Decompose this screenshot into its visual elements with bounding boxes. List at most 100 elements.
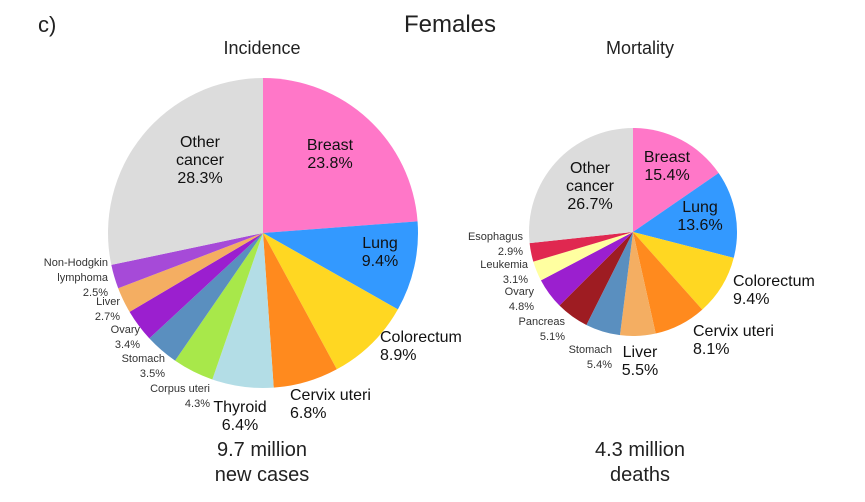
slice-value-label: 5.4% — [587, 359, 612, 371]
pie-slice-breast — [633, 128, 719, 232]
pie-slice-corpus-uteri — [175, 233, 263, 380]
slice-label: Stomach 5.4% — [569, 344, 613, 371]
slice-name-label: Breast — [307, 137, 354, 154]
slice-value-label: 9.4% — [362, 253, 398, 270]
slice-name-label: Pancreas — [519, 316, 566, 328]
slice-value-label: 6.4% — [222, 417, 258, 434]
slice-name-label: cancer — [176, 152, 225, 169]
slice-label: Breast 23.8% — [307, 137, 354, 172]
pie-slice-colorectum — [263, 233, 398, 370]
slice-value-label: 5.1% — [540, 331, 565, 343]
slice-value-label: 6.8% — [290, 405, 326, 422]
incidence-total: 9.7 million — [217, 439, 307, 461]
slice-name-label: Colorectum — [380, 329, 462, 346]
slice-name-label: Lung — [362, 235, 398, 252]
slice-value-label: 9.4% — [733, 291, 769, 308]
slice-label: Cervix uteri 6.8% — [290, 387, 371, 422]
pie-slice-ovary — [540, 232, 633, 306]
panel-label: c) — [38, 12, 56, 37]
slice-value-label: 4.8% — [509, 301, 534, 313]
slice-value-label: 2.7% — [95, 311, 120, 323]
slice-label: Other cancer 28.3% — [176, 134, 225, 187]
slice-label: Ovary 4.8% — [505, 286, 535, 313]
slice-name-label: Non-Hodgkin — [44, 257, 108, 269]
slice-name-label: Cervix uteri — [693, 323, 774, 340]
slice-name-label: Leukemia — [480, 259, 529, 271]
slice-value-label: 3.4% — [115, 339, 140, 351]
slice-value-label: 4.3% — [185, 398, 210, 410]
slice-label: Stomach 3.5% — [122, 353, 166, 380]
slice-value-label: 3.5% — [140, 368, 165, 380]
slice-name-label: Lung — [682, 199, 718, 216]
slice-value-label: 5.5% — [622, 362, 658, 379]
pie-slice-breast — [263, 78, 418, 233]
slice-name-label: cancer — [566, 178, 615, 195]
slice-name-label: Stomach — [122, 353, 165, 365]
slice-label: Pancreas 5.1% — [519, 316, 566, 343]
slice-value-label: 8.1% — [693, 341, 729, 358]
slice-name-label: Liver — [623, 344, 658, 361]
pie-slice-lung — [633, 173, 737, 258]
slice-value-label: 28.3% — [177, 170, 222, 187]
mortality-pie: Breast 15.4% Lung 13.6% Colorectum 9.4% Cervix… — [468, 128, 815, 379]
slice-label: Liver 5.5% — [622, 344, 658, 379]
slice-label: Colorectum 9.4% — [733, 273, 815, 308]
incidence-title: Incidence — [223, 38, 300, 58]
incidence-pie: Breast 23.8% Lung 9.4% Colorectum 8.9% Cervix … — [44, 78, 462, 434]
slice-value-label: 13.6% — [677, 217, 722, 234]
pie-slice-ovary — [129, 233, 263, 339]
slice-label: Corpus uteri 4.3% — [150, 383, 210, 410]
figure-title: Females — [404, 11, 496, 38]
mortality-title: Mortality — [606, 38, 674, 58]
slice-value-label: 23.8% — [307, 155, 352, 172]
mortality-total: 4.3 million — [595, 439, 685, 461]
pie-slice-liver — [118, 233, 263, 312]
slice-label: Ovary 3.4% — [111, 324, 141, 351]
pie-slice-non-hodgkin-lymphoma — [111, 233, 263, 289]
slice-name-label: lymphoma — [57, 272, 109, 284]
pie-slice-esophagus — [529, 232, 633, 262]
slice-label: Non-Hodgkin lymphoma 2.5% — [44, 257, 109, 299]
pie-slice-thyroid — [212, 233, 274, 388]
slice-name-label: Liver — [96, 296, 120, 308]
slice-value-label: 26.7% — [567, 196, 612, 213]
slice-label: Thyroid 6.4% — [213, 399, 266, 434]
slice-label: Leukemia 3.1% — [480, 259, 529, 286]
slice-label: Colorectum 8.9% — [380, 329, 462, 364]
mortality-total-unit: deaths — [610, 464, 670, 486]
slice-label: Lung 9.4% — [362, 235, 398, 270]
pie-slice-colorectum — [633, 232, 734, 310]
slice-label: Esophagus 2.9% — [468, 231, 524, 258]
pie-slice-leukemia — [533, 232, 633, 281]
pie-slice-stomach — [586, 232, 633, 336]
slice-name-label: Other — [180, 134, 221, 151]
pie-slice-cervix-uteri — [263, 233, 337, 388]
slice-value-label: 2.5% — [83, 287, 108, 299]
pie-slice-stomach — [149, 233, 263, 361]
slice-value-label: 3.1% — [503, 274, 528, 286]
pie-slice-cervix-uteri — [633, 232, 703, 334]
pie-slice-other-cancer — [529, 128, 633, 244]
slice-name-label: Cervix uteri — [290, 387, 371, 404]
slice-label: Other cancer 26.7% — [566, 160, 615, 213]
slice-name-label: Ovary — [111, 324, 141, 336]
slice-name-label: Thyroid — [213, 399, 266, 416]
slice-label: Breast 15.4% — [644, 149, 691, 184]
slice-name-label: Other — [570, 160, 611, 177]
slice-value-label: 15.4% — [644, 167, 689, 184]
slice-name-label: Breast — [644, 149, 691, 166]
slice-name-label: Ovary — [505, 286, 535, 298]
slice-label: Lung 13.6% — [677, 199, 722, 234]
slice-name-label: Esophagus — [468, 231, 524, 243]
slice-name-label: Stomach — [569, 344, 612, 356]
slice-label: Cervix uteri 8.1% — [693, 323, 774, 358]
slice-name-label: Colorectum — [733, 273, 815, 290]
pie-slice-other-cancer — [108, 78, 263, 265]
incidence-total-unit: new cases — [215, 464, 310, 486]
slice-name-label: Corpus uteri — [150, 383, 210, 395]
pie-slice-liver — [619, 232, 656, 337]
pie-slice-lung — [263, 221, 418, 310]
slice-label: Liver 2.7% — [95, 296, 120, 323]
slice-value-label: 8.9% — [380, 347, 416, 364]
